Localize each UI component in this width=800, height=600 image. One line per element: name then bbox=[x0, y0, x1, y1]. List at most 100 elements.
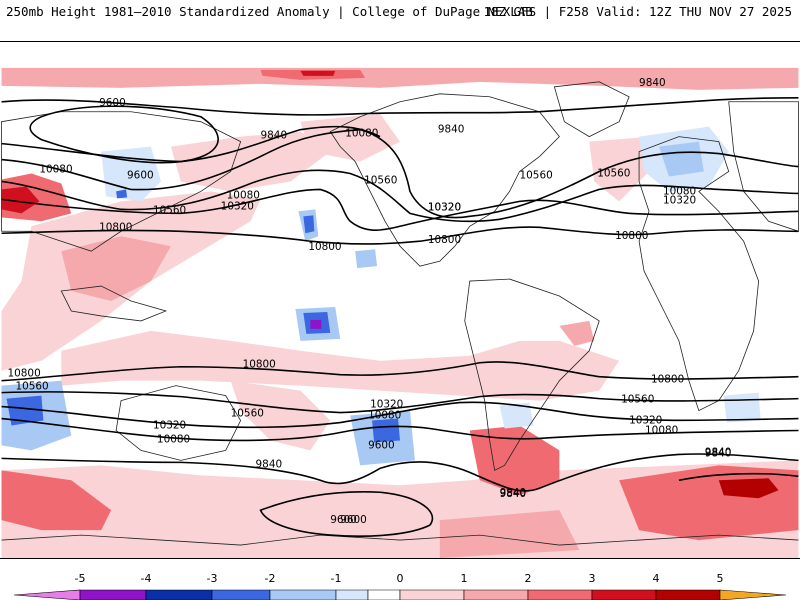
contour-label: 10320 bbox=[663, 194, 696, 206]
contour-label: 9840 bbox=[256, 458, 283, 470]
contour-10080-south bbox=[1, 417, 799, 442]
indian-ocean-core bbox=[6, 395, 44, 426]
southern-ring-positive bbox=[1, 460, 799, 558]
colorbar-tick: 1 bbox=[461, 572, 468, 585]
colorbar-tick: -2 bbox=[265, 572, 276, 585]
contour-label: 10320 bbox=[428, 201, 461, 213]
southern-ring-strong bbox=[1, 470, 112, 531]
arctic-positive-band bbox=[1, 67, 799, 90]
maritime-positive bbox=[61, 236, 171, 301]
anomaly-map: 9600 9840 10080 10320 10560 10800 9600 1… bbox=[0, 41, 800, 559]
contour-9840-north bbox=[1, 96, 799, 116]
colorbar-swatches bbox=[13, 589, 787, 600]
europe-core-negative bbox=[658, 141, 704, 177]
central-pacific-low-core bbox=[310, 319, 322, 329]
contour-label: 10560 bbox=[15, 381, 48, 393]
arctic-core-positive bbox=[300, 70, 336, 76]
antarctic-positive bbox=[439, 510, 580, 558]
contour-label: 10560 bbox=[520, 169, 553, 181]
colorbar-tick: 2 bbox=[525, 572, 532, 585]
south-america-positive bbox=[559, 320, 595, 346]
south-atlantic-negative bbox=[499, 402, 534, 429]
tropical-pacific-positive bbox=[61, 330, 620, 401]
contour-10800-mid bbox=[1, 226, 799, 245]
contour-label: 10800 bbox=[243, 359, 276, 371]
south-atlantic-strong bbox=[469, 425, 560, 496]
siberia-core-positive bbox=[1, 186, 40, 214]
contour-10560-south bbox=[1, 391, 799, 414]
contour-label: 10320 bbox=[629, 415, 662, 427]
contour-label: 10080 bbox=[227, 189, 260, 201]
contour-label: 10080 bbox=[39, 163, 72, 175]
contour-9600-south bbox=[259, 491, 434, 537]
colorbar-swatch bbox=[399, 589, 465, 600]
contour-label: 9600 bbox=[368, 439, 395, 451]
contour-label: 9840 bbox=[705, 446, 732, 458]
colorbar-tick: -1 bbox=[331, 572, 342, 585]
australia-outline bbox=[115, 385, 242, 461]
greenland-outline bbox=[553, 81, 630, 138]
positive-anomaly-shading bbox=[1, 67, 799, 558]
north-pacific-east-positive bbox=[300, 113, 400, 162]
contour-label: 10800 bbox=[615, 230, 648, 242]
gulf-alaska-core bbox=[303, 215, 315, 234]
colorbar-swatch bbox=[269, 589, 337, 600]
contour-label: 10560 bbox=[153, 204, 186, 216]
contour-label: 10560 bbox=[621, 394, 654, 406]
contour-label: 10080 bbox=[157, 433, 190, 445]
colorbar-tick: -3 bbox=[207, 572, 218, 585]
contour-label: 10320 bbox=[370, 399, 403, 411]
contour-label: 9840 bbox=[500, 487, 527, 499]
contour-label: 10080 bbox=[663, 185, 696, 197]
anomaly-colorbar: -5 -4 -3 -2 -1 0 1 2 3 4 5 bbox=[13, 572, 787, 600]
contour-label: 10080 bbox=[368, 410, 401, 422]
colorbar-swatch bbox=[527, 589, 593, 600]
colorbar-tick: 5 bbox=[717, 572, 724, 585]
contour-label: 10320 bbox=[221, 200, 254, 212]
contour-10800-south bbox=[1, 361, 799, 382]
contour-label: 10800 bbox=[308, 241, 341, 253]
contour-label: 10800 bbox=[651, 374, 684, 386]
contour-10320-asia bbox=[1, 169, 799, 223]
contour-10080-asia bbox=[1, 128, 799, 219]
contour-9840-se bbox=[678, 472, 799, 482]
colorbar-swatch bbox=[719, 589, 787, 600]
colorbar-tick: 0 bbox=[397, 572, 404, 585]
height-contours bbox=[1, 96, 799, 537]
contour-label: 10080 bbox=[345, 128, 378, 140]
contour-label: 9600 bbox=[99, 97, 126, 109]
contour-label: 10560 bbox=[231, 408, 264, 420]
colorbar-swatch bbox=[79, 589, 147, 600]
contour-label: 9840 bbox=[261, 130, 288, 142]
contour-label: 9840 bbox=[705, 447, 732, 459]
coastlines bbox=[1, 81, 799, 546]
europe-africa-outline bbox=[638, 136, 760, 412]
contour-label: 9600 bbox=[330, 514, 357, 526]
south-pacific-positive bbox=[230, 380, 331, 451]
colorbar-swatch bbox=[463, 589, 529, 600]
model-run-info: 18Z GFS | F258 Valid: 12Z THU NOV 27 202… bbox=[483, 4, 792, 19]
contour-label: 10800 bbox=[428, 234, 461, 246]
colorbar-swatch bbox=[367, 589, 401, 600]
asia-east-outline bbox=[728, 101, 799, 232]
contour-labels: 9600 9840 10080 10320 10560 10800 9600 1… bbox=[8, 77, 732, 526]
contour-10320-south bbox=[1, 401, 799, 429]
colorbar-swatch bbox=[145, 589, 213, 600]
colorbar-tick: -4 bbox=[141, 572, 152, 585]
contour-label: 10080 bbox=[645, 424, 678, 436]
contour-label: 9840 bbox=[500, 488, 527, 500]
indian-negative-east bbox=[723, 392, 761, 423]
south-pacific-core bbox=[372, 418, 400, 443]
colorbar-swatch bbox=[211, 589, 271, 600]
colorbar-ticks: -5 -4 -3 -2 -1 0 1 2 3 4 5 bbox=[75, 572, 724, 585]
colorbar-swatch bbox=[655, 589, 721, 600]
contour-10560-mid bbox=[1, 188, 799, 231]
contour-label: 9840 bbox=[438, 124, 465, 136]
contour-label: 10320 bbox=[428, 201, 461, 213]
antarctica-outline bbox=[1, 534, 799, 546]
hawaii-negative bbox=[355, 249, 378, 269]
colorbar-tick: 3 bbox=[589, 572, 596, 585]
contour-label: 10320 bbox=[153, 420, 186, 432]
contour-label: 9600 bbox=[340, 514, 367, 526]
indonesia-outline bbox=[60, 285, 168, 322]
